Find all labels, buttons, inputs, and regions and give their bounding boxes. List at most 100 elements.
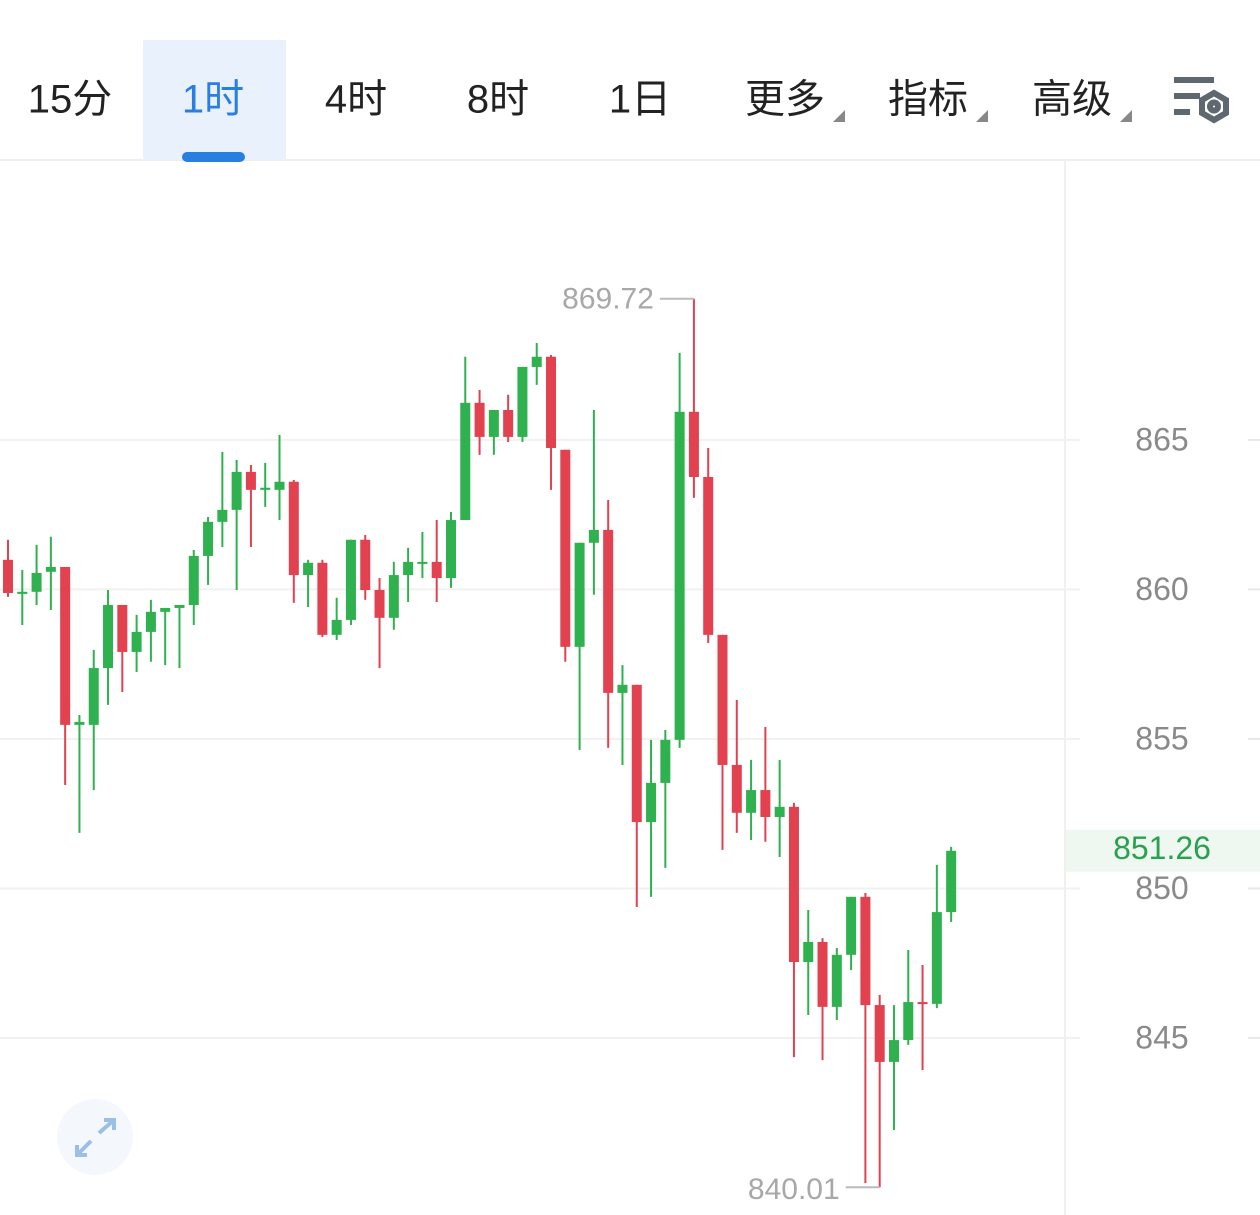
candle-body: [474, 402, 485, 437]
tab[interactable]: 8时: [467, 78, 529, 122]
y-tick-label: 845: [1135, 1019, 1188, 1055]
tab-label: 15分: [28, 78, 113, 122]
candle-body: [303, 562, 314, 576]
candle-body: [388, 575, 399, 618]
candle-body: [860, 896, 871, 1006]
candle-body: [531, 356, 542, 367]
tab[interactable]: 1时: [143, 40, 286, 162]
candle-body: [774, 806, 785, 817]
candle-body: [631, 684, 642, 823]
candle-body: [617, 684, 628, 693]
candle-body: [317, 562, 328, 635]
candle-body: [460, 402, 471, 521]
candle-body: [760, 790, 771, 817]
y-tick-label: 850: [1135, 870, 1188, 906]
candle-body: [646, 782, 657, 823]
candle-body: [117, 604, 128, 652]
candle-body: [360, 539, 371, 591]
candle-body: [703, 476, 714, 635]
candle-body: [931, 912, 942, 1004]
candle-body: [517, 366, 528, 437]
candle-body: [588, 529, 599, 543]
tab-label: 1时: [182, 78, 244, 122]
candle-body: [88, 668, 99, 725]
candle-body: [188, 555, 199, 605]
tab[interactable]: 1日: [609, 78, 671, 122]
expand-button[interactable]: [57, 1099, 133, 1175]
y-tick-label: 865: [1135, 421, 1188, 457]
tab-label: 4时: [325, 78, 387, 122]
tab-active-bg: [143, 40, 286, 160]
current-price-label: 851.26: [1113, 830, 1211, 866]
candle-body: [288, 481, 299, 576]
candle-body: [260, 487, 271, 490]
dropdown-arrow: [833, 110, 845, 122]
tab[interactable]: 更多: [745, 78, 845, 122]
candle-body: [660, 739, 671, 783]
icon-dot: [1207, 99, 1221, 114]
settings-icon[interactable]: [1174, 77, 1229, 124]
candle-body: [560, 449, 571, 647]
candle-body: [831, 954, 842, 1007]
candle-body: [3, 559, 13, 594]
expand-bg: [57, 1099, 133, 1175]
candle-body: [274, 481, 285, 490]
candle-body: [231, 471, 242, 510]
candle-body: [888, 1040, 899, 1062]
low-label: 840.01: [748, 1173, 840, 1206]
tab-label: 指标: [888, 78, 968, 122]
candle-body: [817, 941, 828, 1007]
candle-body: [746, 790, 757, 813]
candle-body: [445, 520, 456, 579]
dropdown-arrow: [1120, 110, 1132, 122]
candle-body: [374, 590, 385, 618]
tab[interactable]: 15分: [28, 78, 113, 122]
candle-body: [488, 409, 499, 437]
tab[interactable]: 4时: [325, 78, 387, 122]
candle-body: [331, 619, 342, 635]
tab-label: 高级: [1032, 78, 1112, 122]
candle-body: [345, 539, 356, 620]
icon-hex: [1199, 89, 1229, 124]
candle-body: [160, 607, 171, 612]
candle-body: [245, 471, 256, 490]
tab-label: 8时: [467, 78, 529, 122]
candle-body: [403, 561, 414, 576]
candle-body: [717, 634, 728, 765]
candle-body: [17, 591, 28, 594]
y-tick-label: 855: [1135, 720, 1188, 756]
expand-icon: [75, 1118, 116, 1157]
candle-body: [574, 542, 585, 647]
candle-body: [174, 604, 185, 608]
tab[interactable]: 高级: [1032, 78, 1132, 122]
dropdown-arrow: [976, 110, 988, 122]
candle-body: [74, 721, 85, 725]
tab-indicator: [182, 152, 245, 162]
candle-body: [603, 529, 614, 693]
y-tick-label: 860: [1135, 571, 1188, 607]
candle-body: [503, 409, 514, 437]
candle-body: [203, 521, 214, 556]
candle-body: [45, 566, 56, 572]
candle-body: [688, 411, 699, 477]
candle-body: [917, 1002, 928, 1005]
candle-body: [145, 611, 156, 632]
candle-body: [788, 806, 799, 963]
candle-body: [217, 509, 228, 522]
candle-body: [874, 1005, 885, 1062]
tab-label: 1日: [609, 78, 671, 122]
high-label: 869.72: [562, 283, 654, 316]
candle-body: [803, 941, 814, 963]
candle-body: [946, 850, 957, 913]
candle-body: [31, 572, 42, 592]
tab[interactable]: 指标: [888, 78, 988, 122]
candle-body: [846, 896, 857, 955]
candle-body: [546, 356, 557, 448]
candle-body: [131, 631, 142, 652]
candle-body: [103, 604, 114, 669]
candle-body: [731, 764, 742, 813]
candle-body: [674, 411, 685, 740]
current-price-band: [1066, 829, 1260, 872]
